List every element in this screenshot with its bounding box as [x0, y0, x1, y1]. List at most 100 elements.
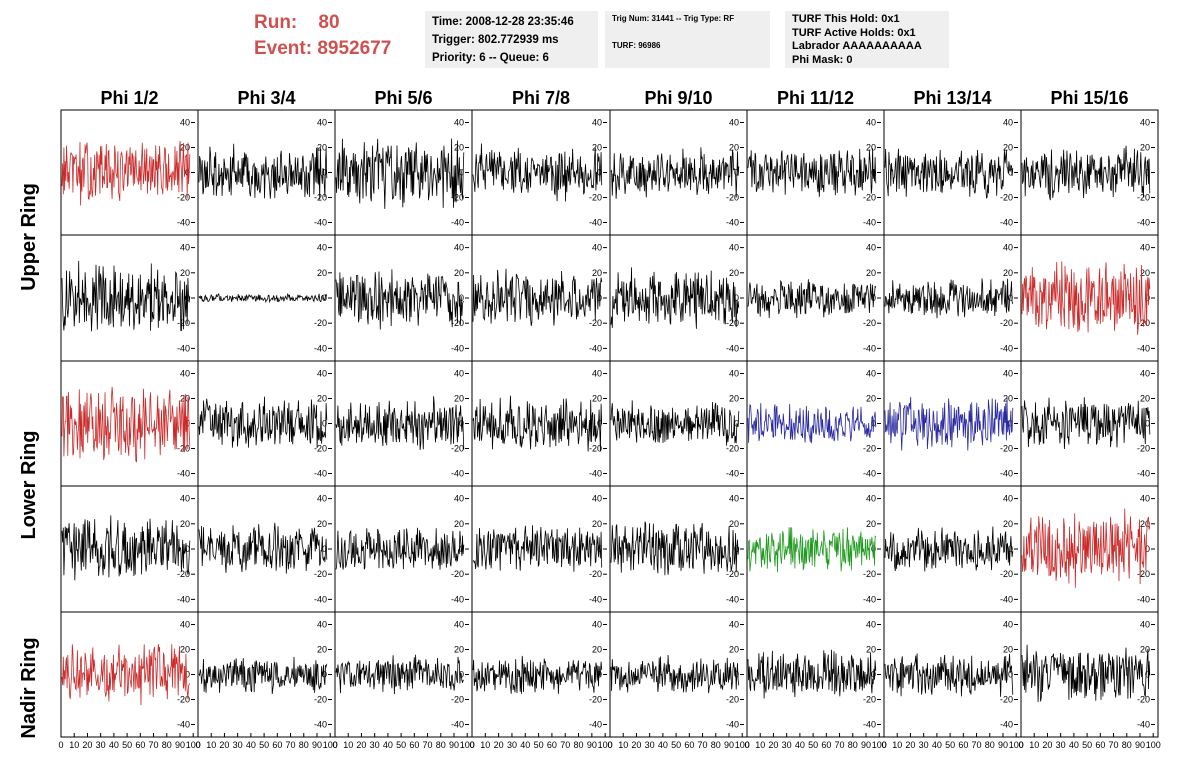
- run-number: Run: 80: [254, 12, 340, 33]
- y-tick-label: -20: [863, 569, 876, 579]
- waveform-panel: [1020, 611, 1159, 738]
- waveform-trace: [335, 396, 465, 451]
- x-tick-label: 90: [724, 740, 734, 750]
- y-tick-label: 20: [1140, 645, 1150, 655]
- waveform-trace: [335, 527, 465, 570]
- y-tick-label: 40: [317, 620, 327, 630]
- x-tick-label: 0: [744, 740, 749, 750]
- waveform-trace: [747, 403, 877, 444]
- y-tick-label: 40: [1003, 494, 1013, 504]
- y-tick-label: -20: [1000, 695, 1013, 705]
- waveform-trace: [472, 395, 603, 452]
- y-tick-label: 0: [1008, 293, 1013, 303]
- y-tick-label: -20: [863, 444, 876, 454]
- waveform-trace: [747, 279, 877, 319]
- y-tick-label: -40: [589, 469, 602, 479]
- waveform-trace: [472, 143, 603, 202]
- x-tick-label: 80: [711, 740, 721, 750]
- x-tick-label: 0: [1018, 740, 1023, 750]
- y-tick-label: 20: [729, 519, 739, 529]
- waveform-trace: [61, 643, 191, 706]
- y-tick-label: -20: [589, 569, 602, 579]
- y-tick-label: -40: [451, 343, 464, 353]
- waveform-trace: [1021, 397, 1151, 450]
- y-tick-label: 20: [180, 645, 190, 655]
- y-tick-label: -40: [1137, 343, 1150, 353]
- y-tick-label: 0: [322, 419, 327, 429]
- y-tick-label: 40: [592, 620, 602, 630]
- waveform-trace: [884, 278, 1014, 319]
- waveform-trace: [884, 396, 1014, 451]
- x-tick-label: 40: [932, 740, 942, 750]
- y-tick-label: -20: [1000, 444, 1013, 454]
- y-tick-label: -20: [451, 444, 464, 454]
- y-tick-label: -40: [177, 594, 190, 604]
- y-tick-label: -40: [1137, 594, 1150, 604]
- y-tick-label: 20: [592, 143, 602, 153]
- waveform-trace: [61, 140, 191, 206]
- y-tick-label: 40: [1140, 369, 1150, 379]
- y-tick-label: 0: [185, 670, 190, 680]
- turf-info-panel: TURF This Hold: 0x1 TURF Active Holds: 0…: [785, 11, 949, 68]
- y-tick-label: 40: [866, 243, 876, 253]
- waveform-trace: [198, 143, 328, 200]
- x-tick-label: 20: [631, 740, 641, 750]
- column-header: Phi 15/16: [1050, 88, 1128, 108]
- y-tick-label: -40: [863, 218, 876, 228]
- y-tick-label: -20: [1000, 569, 1013, 579]
- y-tick-label: 20: [866, 394, 876, 404]
- waveform-trace: [198, 293, 328, 304]
- y-tick-label: 0: [322, 168, 327, 178]
- y-tick-label: -40: [726, 720, 739, 730]
- x-tick-label: 40: [246, 740, 256, 750]
- y-tick-label: -40: [451, 594, 464, 604]
- waveform-trace: [335, 654, 464, 695]
- y-tick-label: 40: [1003, 118, 1013, 128]
- y-tick-label: 40: [1140, 243, 1150, 253]
- column-header: Phi 13/14: [913, 88, 991, 108]
- y-tick-label: 20: [180, 143, 190, 153]
- y-tick-label: -20: [1137, 193, 1150, 203]
- x-tick-label: 10: [69, 740, 79, 750]
- phi-mask-text: Phi Mask: 0: [792, 53, 853, 66]
- y-tick-label: -40: [863, 720, 876, 730]
- y-tick-label: 20: [592, 645, 602, 655]
- y-tick-label: 40: [866, 118, 876, 128]
- y-tick-label: 0: [734, 419, 739, 429]
- y-tick-label: 40: [1003, 620, 1013, 630]
- x-tick-label: 30: [919, 740, 929, 750]
- waveform-trace: [198, 396, 328, 449]
- y-tick-label: 40: [729, 494, 739, 504]
- y-tick-label: -20: [726, 444, 739, 454]
- waveform-trace: [335, 269, 464, 330]
- x-tick-label: 50: [259, 740, 269, 750]
- trig-num-text: Trig Num: 31441 -- Trig Type: RF: [612, 14, 735, 23]
- y-tick-label: -20: [589, 318, 602, 328]
- waveform-trace: [472, 525, 603, 572]
- time-info-panel: Time: 2008-12-28 23:35:46 Trigger: 802.7…: [425, 11, 598, 68]
- y-tick-label: 20: [454, 519, 464, 529]
- x-tick-label: 90: [312, 740, 322, 750]
- x-tick-label: 60: [409, 740, 419, 750]
- y-tick-label: -20: [863, 318, 876, 328]
- trigger-time-text: Trigger: 802.772939 ms: [432, 34, 559, 46]
- y-tick-label: 0: [1145, 168, 1150, 178]
- x-tick-label: 90: [998, 740, 1008, 750]
- y-tick-label: 20: [317, 268, 327, 278]
- waveform-trace: [747, 148, 877, 197]
- waveform-trace: [1021, 261, 1151, 335]
- y-tick-label: 20: [866, 268, 876, 278]
- y-tick-label: -40: [314, 218, 327, 228]
- y-tick-label: -20: [589, 444, 602, 454]
- waveform-trace: [884, 653, 1014, 697]
- event-number: Event: 8952677: [254, 38, 392, 59]
- y-tick-label: 0: [1145, 419, 1150, 429]
- turf-hold-text: TURF This Hold: 0x1: [792, 13, 900, 25]
- x-tick-label: 90: [175, 740, 185, 750]
- x-tick-label: 20: [356, 740, 366, 750]
- x-tick-label: 30: [507, 740, 517, 750]
- x-tick-label: 80: [1122, 740, 1132, 750]
- x-tick-label: 0: [607, 740, 612, 750]
- y-tick-label: -40: [1137, 720, 1150, 730]
